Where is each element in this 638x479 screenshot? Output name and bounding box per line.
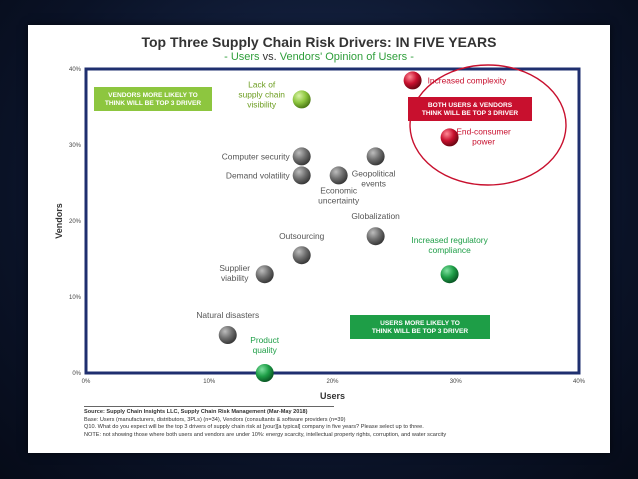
data-label: Computer security — [222, 151, 291, 161]
both-zone-label-box — [408, 97, 532, 121]
y-axis-label: Vendors — [54, 203, 64, 239]
footnote: Source: Supply Chain Insights LLC, Suppl… — [84, 409, 604, 439]
chart-subtitle: - Users vs. Vendors' Opinion of Users - — [28, 51, 610, 63]
chart-title: Top Three Supply Chain Risk Drivers: IN … — [141, 34, 497, 50]
footnote-question: Q10. What do you expect will be the top … — [84, 424, 424, 431]
footnote-base: Base: Users (manufacturers, distributors… — [84, 416, 346, 423]
data-label: Economic uncertainty — [318, 185, 360, 205]
subtitle-users: - Users — [224, 51, 260, 63]
x-tick-label: 0% — [82, 379, 91, 385]
data-label: Supplier viability — [219, 263, 250, 283]
vendors-zone-label: VENDORS MORE LIKELY TO THINK WILL BE TOP … — [105, 92, 202, 107]
x-axis-label: Users — [320, 391, 345, 401]
data-point-outsourcing — [292, 246, 311, 265]
y-tick-label: 20% — [69, 219, 82, 225]
data-label: Lack of supply chain visibility — [238, 79, 285, 109]
data-label: Globalization — [351, 211, 400, 221]
data-label: End-consumer power — [456, 126, 511, 146]
data-point-increased-regulatory-compliance — [440, 265, 459, 284]
subtitle-vs: vs. — [259, 51, 280, 63]
users-zone-label: USERS MORE LIKELY TO THINK WILL BE TOP 3 … — [372, 320, 469, 335]
data-label: Natural disasters — [196, 310, 259, 320]
scatter-chart: 0% 10% 20% 30% 40% 0% 10% 20% 30% 40% Users Vendors… — [54, 64, 586, 401]
data-point-increased-complexity — [403, 71, 422, 90]
data-point-economic-uncertainty — [329, 166, 348, 185]
data-label: Product quality — [250, 335, 280, 355]
y-tick-label: 30% — [69, 143, 82, 149]
data-point-geopolitical-events — [366, 147, 385, 166]
data-label: Geopolitical events — [352, 168, 396, 188]
footnote-divider — [84, 406, 334, 407]
data-label: Increased complexity — [428, 75, 507, 85]
data-point-globalization — [366, 227, 385, 246]
footnote-source: Source: Supply Chain Insights LLC, Suppl… — [84, 409, 308, 415]
y-tick-label: 0% — [72, 371, 81, 377]
data-point-supplier-viability — [255, 265, 274, 284]
data-label: Outsourcing — [279, 231, 324, 241]
x-tick-label: 40% — [573, 379, 586, 385]
data-point-lack-of-supply-chain-visibility — [292, 90, 311, 109]
data-point-product-quality — [255, 364, 274, 382]
footnote-note: NOTE: not showing those where both users… — [84, 431, 447, 438]
both-zone-label: BOTH USERS & VENDORS THINK WILL BE TOP 3 … — [422, 102, 519, 117]
data-point-demand-volatility — [292, 166, 311, 185]
y-tick-label: 40% — [69, 67, 82, 73]
users-zone-label-box — [350, 315, 490, 339]
data-point-natural-disasters — [218, 326, 237, 344]
data-label: Increased regulatory compliance — [411, 235, 488, 255]
subtitle-vendors: Vendors' Opinion of Users - — [279, 51, 414, 63]
x-tick-label: 30% — [450, 379, 463, 385]
data-point-end-consumer-power — [440, 128, 459, 147]
x-tick-label: 20% — [326, 379, 339, 385]
x-tick-label: 10% — [203, 379, 216, 385]
vendors-zone-label-box — [94, 87, 212, 111]
slide: Top Three Supply Chain Risk Drivers: IN … — [28, 25, 610, 453]
both-zone-ellipse — [409, 64, 567, 186]
y-tick-label: 10% — [69, 295, 82, 301]
plot-border — [84, 67, 581, 375]
data-point-computer-security — [292, 147, 311, 166]
data-label: Demand volatility — [226, 170, 291, 180]
